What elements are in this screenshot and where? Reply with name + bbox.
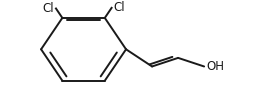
Text: Cl: Cl — [42, 2, 54, 15]
Text: Cl: Cl — [114, 1, 125, 14]
Text: OH: OH — [206, 60, 224, 73]
